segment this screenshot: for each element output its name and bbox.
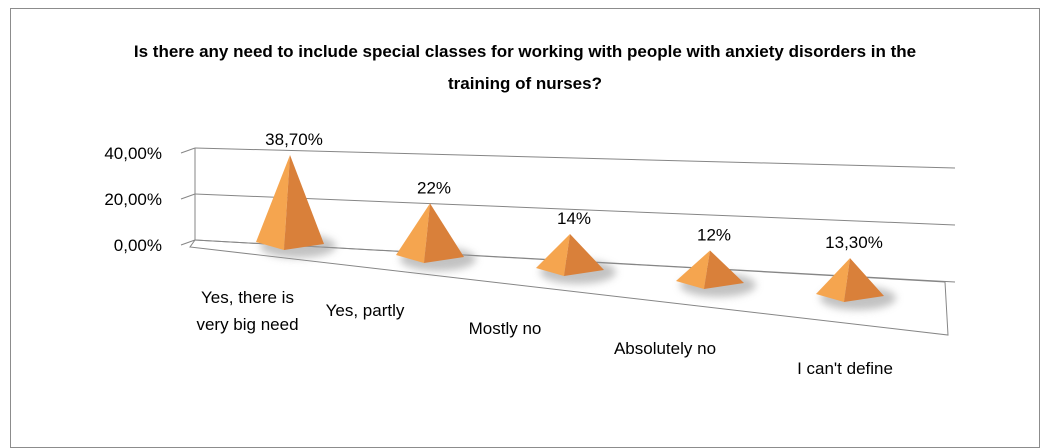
pyramid (396, 203, 464, 263)
chart: 0,00% 20,00% 40,00% 38,70% 22% 14% 12% 13,30% (104, 130, 956, 336)
y-tick-label: 20,00% (104, 190, 162, 209)
y-tick-label: 40,00% (104, 144, 162, 163)
pyramid-right-face (844, 258, 884, 302)
pyramid-left-face (536, 233, 570, 276)
grid-line (194, 193, 956, 226)
pyramid-left-face (816, 258, 850, 302)
pyramid-right-face (284, 154, 324, 250)
data-label: 14% (557, 209, 591, 228)
pyramid-right-face (564, 233, 604, 276)
tick-mark (180, 239, 196, 246)
data-label: 38,70% (265, 130, 323, 149)
tick-mark (180, 193, 196, 200)
chart-title: Is there any need to include special cla… (133, 42, 917, 93)
data-label: 13,30% (825, 233, 883, 252)
pyramid-left-face (396, 203, 430, 263)
page: {"chart_data": { "type": "pyramid", "tit… (10, 8, 1040, 448)
y-tick-label: 0,00% (114, 236, 162, 255)
pyramid-left-face (256, 154, 290, 250)
pyramid-left-face (676, 250, 710, 289)
x-tick-label: Yes, there is very big need (196, 288, 299, 334)
pyramid (676, 250, 744, 289)
pyramid (256, 154, 324, 250)
pyramid (816, 258, 884, 302)
x-tick-label: I can't define (797, 359, 893, 378)
grid-line (194, 147, 956, 169)
data-label: 12% (697, 225, 731, 244)
pyramid-right-face (424, 203, 464, 263)
x-tick-label: Yes, partly (325, 301, 405, 320)
x-tick-label: Mostly no (468, 319, 542, 338)
pyramid-right-face (704, 250, 744, 289)
tick-mark (180, 147, 196, 154)
pyramid (536, 233, 604, 276)
data-label: 22% (417, 178, 451, 197)
x-tick-label: Absolutely no (613, 339, 717, 358)
